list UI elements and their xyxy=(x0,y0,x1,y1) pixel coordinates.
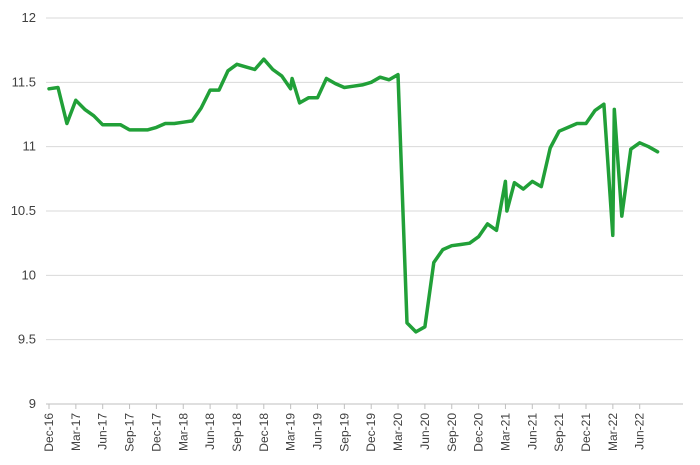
y-axis-ticks: 9 9.5 10 10.5 11 11.5 12 xyxy=(11,10,36,411)
x-tick-label: Jun-21 xyxy=(525,413,539,450)
x-tick-label: Sep-18 xyxy=(230,413,244,452)
x-tick-label: Sep-17 xyxy=(123,413,137,452)
x-tick-label: Sep-19 xyxy=(337,413,351,452)
x-tick-label: Dec-19 xyxy=(364,413,378,452)
x-tick-label: Sep-21 xyxy=(552,413,566,452)
x-tick-label: Jun-17 xyxy=(96,413,110,450)
x-tick-label: Jun-18 xyxy=(203,413,217,450)
y-tick-label: 9 xyxy=(29,396,36,411)
x-tick-label: Dec-17 xyxy=(149,413,163,452)
x-tick-label: Dec-16 xyxy=(42,413,56,452)
x-tick-label: Mar-17 xyxy=(69,413,83,451)
x-axis-ticks: Dec-16 Mar-17 Jun-17 Sep-17 Dec-17 Mar-18 Jun-… xyxy=(42,404,647,452)
x-tick-label: Mar-19 xyxy=(284,413,298,451)
y-tick-label: 11.5 xyxy=(12,74,36,89)
x-tick-label: Mar-21 xyxy=(498,413,512,451)
x-tick-label: Dec-18 xyxy=(257,413,271,452)
y-tick-label: 11 xyxy=(23,139,37,154)
x-tick-label: Mar-18 xyxy=(176,413,190,451)
x-tick-label: Mar-22 xyxy=(606,413,620,451)
x-tick-label: Dec-20 xyxy=(472,413,486,452)
y-tick-label: 12 xyxy=(22,10,36,25)
x-tick-label: Mar-20 xyxy=(391,413,405,451)
x-tick-label: Dec-21 xyxy=(579,413,593,452)
x-tick-label: Jun-22 xyxy=(633,413,647,450)
gridlines xyxy=(46,17,683,405)
x-tick-label: Jun-19 xyxy=(311,413,325,450)
y-tick-label: 9.5 xyxy=(18,332,36,347)
y-tick-label: 10.5 xyxy=(11,203,36,218)
series-line xyxy=(47,57,660,334)
y-tick-label: 10 xyxy=(22,267,36,282)
x-tick-label: Jun-20 xyxy=(418,413,432,450)
x-tick-label: Sep-20 xyxy=(445,413,459,452)
